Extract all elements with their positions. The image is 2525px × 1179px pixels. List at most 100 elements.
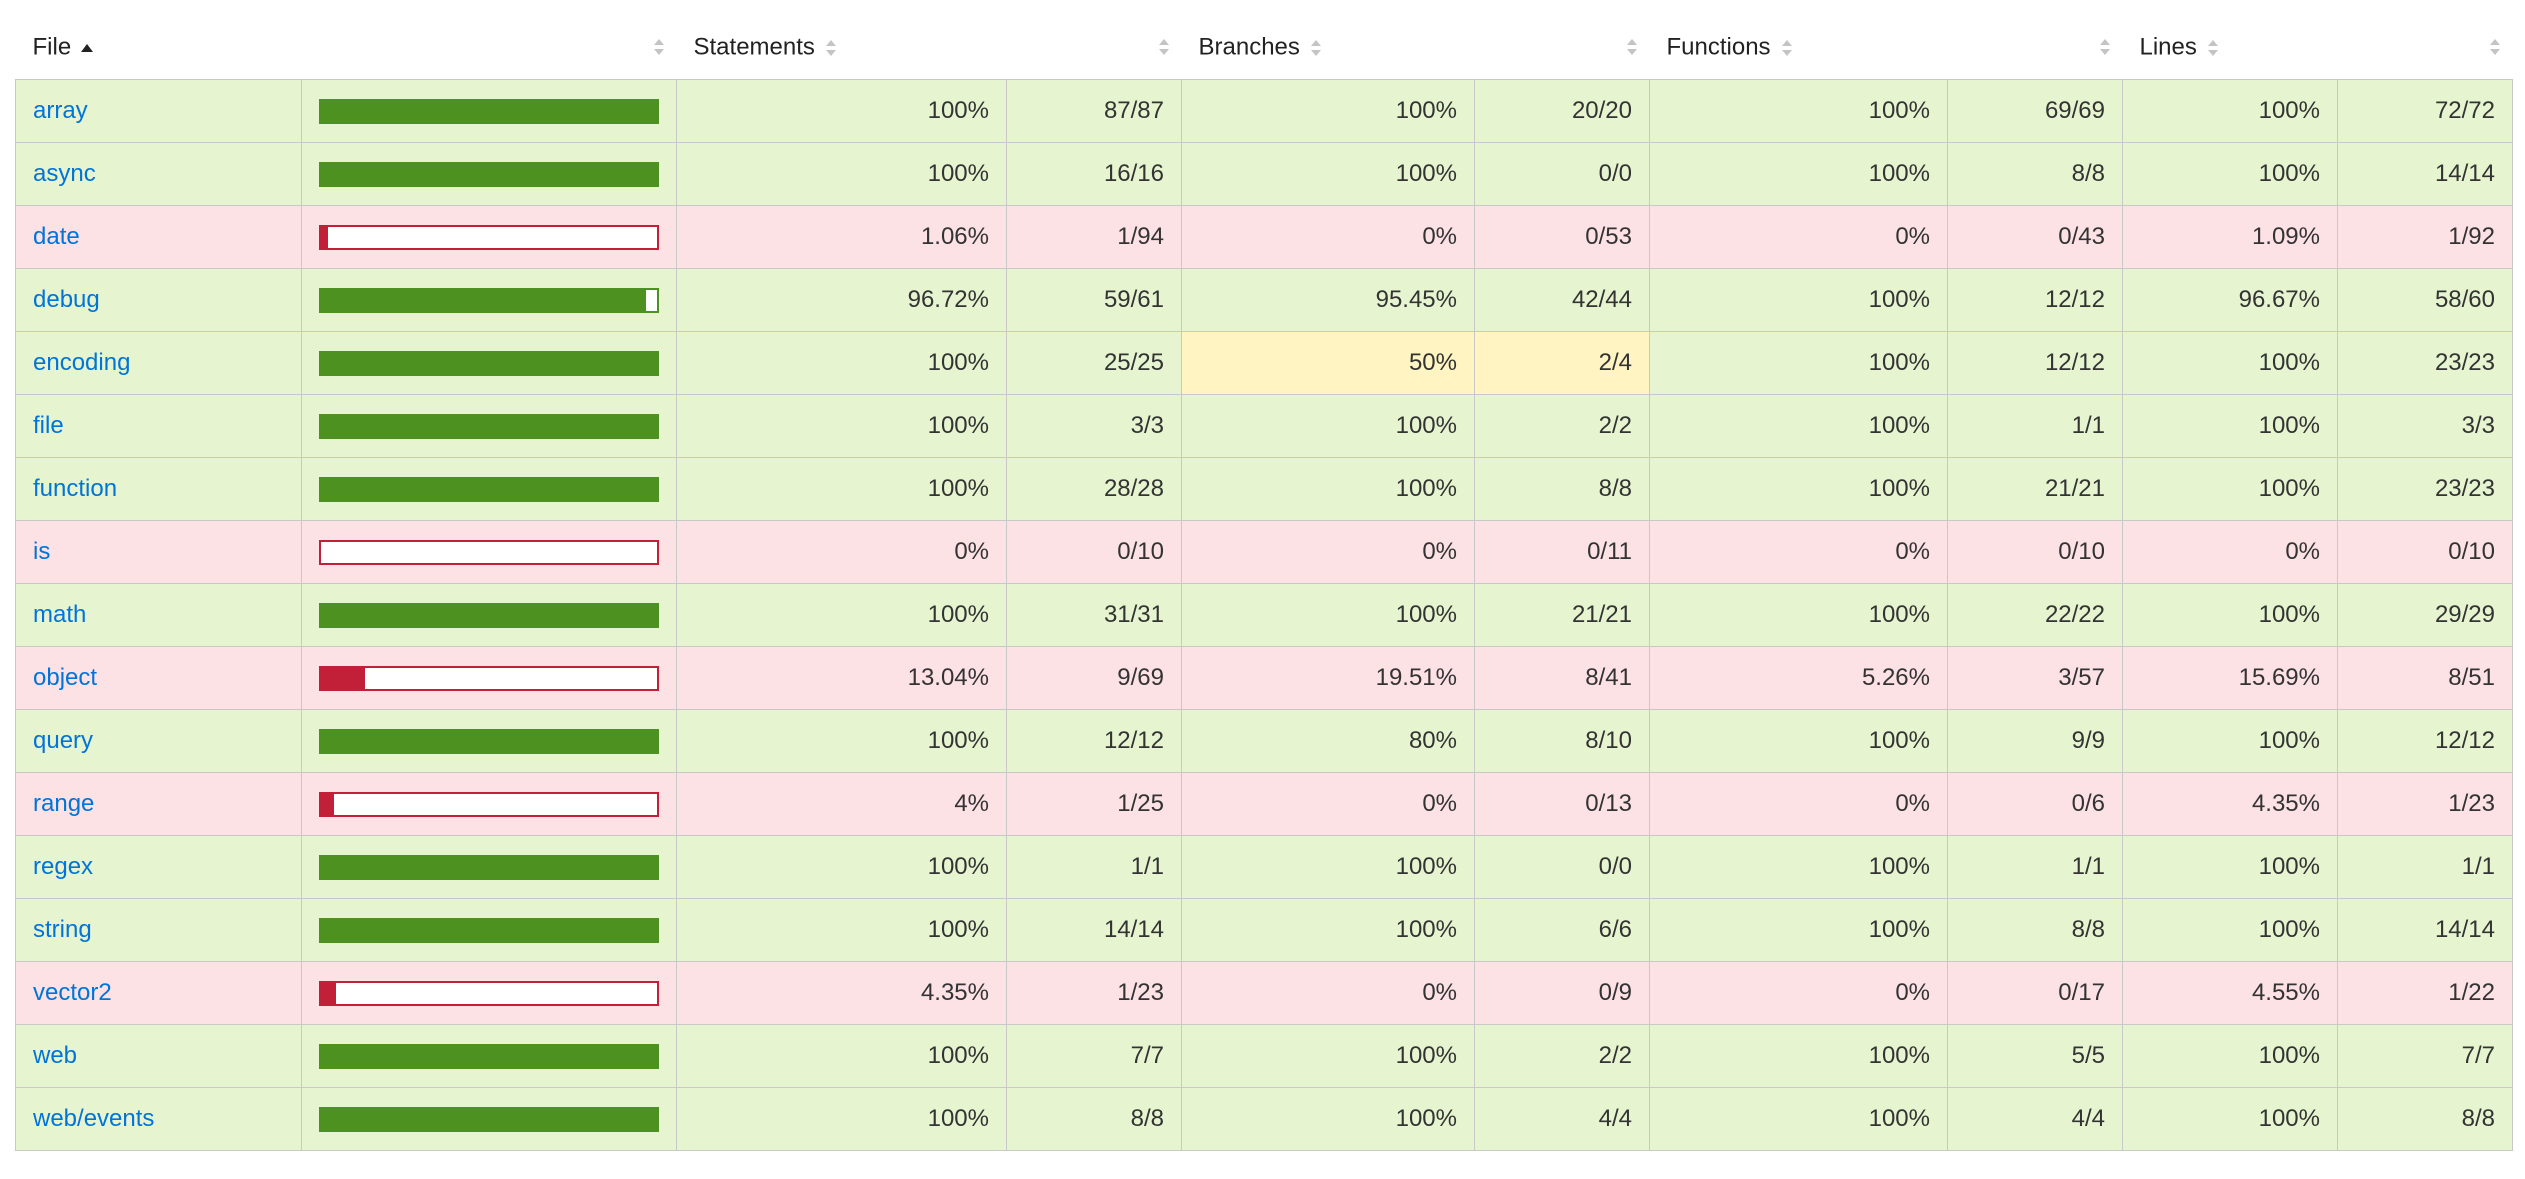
file-link[interactable]: web <box>33 1042 78 1069</box>
statements-percent-cell: 100% <box>676 142 1007 206</box>
lines-percent-cell: 100% <box>2122 142 2338 206</box>
coverage-bar <box>319 665 659 691</box>
branches-count-cell: 0/13 <box>1474 772 1650 836</box>
functions-count-cell: 0/43 <box>1947 205 2123 269</box>
coverage-bar-cell <box>301 583 677 647</box>
statements-count-cell: 87/87 <box>1006 79 1182 143</box>
coverage-bar-cell <box>301 268 677 332</box>
sort-both-icon[interactable] <box>2489 38 2501 56</box>
statements-percent-cell: 100% <box>676 79 1007 143</box>
sort-both-icon[interactable] <box>1158 38 1170 56</box>
coverage-bar <box>319 224 659 250</box>
coverage-bar-fill <box>321 352 657 374</box>
file-column-header[interactable]: File <box>15 16 302 80</box>
functions-count-cell: 21/21 <box>1947 457 2123 521</box>
file-link[interactable]: is <box>33 538 51 565</box>
bar-column-header[interactable] <box>301 16 677 80</box>
functions-count-cell: 0/17 <box>1947 961 2123 1025</box>
lines-count-cell: 8/51 <box>2337 646 2513 710</box>
statements-column-header[interactable]: Statements <box>676 16 1007 80</box>
coverage-bar <box>319 980 659 1006</box>
coverage-bar-fill <box>321 478 657 500</box>
branches-count-cell: 8/8 <box>1474 457 1650 521</box>
branches-percent-cell: 0% <box>1181 961 1475 1025</box>
file-link[interactable]: function <box>33 475 118 502</box>
sort-both-icon[interactable] <box>653 38 665 56</box>
file-link[interactable]: object <box>33 664 98 691</box>
lines-percent-cell: 1.09% <box>2122 205 2338 269</box>
coverage-bar-fill <box>321 163 657 185</box>
coverage-bar-cell <box>301 142 677 206</box>
sort-both-icon[interactable] <box>1781 39 1793 57</box>
file-link[interactable]: date <box>33 223 80 250</box>
branches-percent-cell: 100% <box>1181 1024 1475 1088</box>
statements-count-cell: 31/31 <box>1006 583 1182 647</box>
coverage-table-body: array 100% 87/87 100% 20/20 100% 69/69 100% 72/7… <box>15 79 2513 1151</box>
functions-percent-cell: 100% <box>1649 268 1948 332</box>
lines-count-cell: 7/7 <box>2337 1024 2513 1088</box>
statements-percent-cell: 100% <box>676 583 1007 647</box>
functions-percent-cell: 100% <box>1649 583 1948 647</box>
file-cell: range <box>15 772 302 836</box>
table-row: query 100% 12/12 80% 8/10 100% 9/9 100% 12/12 <box>15 709 2513 773</box>
functions-percent-cell: 100% <box>1649 835 1948 899</box>
file-link[interactable]: range <box>33 790 95 817</box>
file-link[interactable]: array <box>33 97 88 124</box>
sort-both-icon[interactable] <box>825 39 837 57</box>
lines-count-cell: 1/92 <box>2337 205 2513 269</box>
statements-count-column-header[interactable] <box>1006 16 1182 80</box>
sort-both-icon[interactable] <box>1310 39 1322 57</box>
coverage-bar <box>319 413 659 439</box>
lines-column-header[interactable]: Lines <box>2122 16 2338 80</box>
coverage-bar-cell <box>301 1087 677 1151</box>
functions-percent-cell: 0% <box>1649 961 1948 1025</box>
file-link[interactable]: file <box>33 412 64 439</box>
file-link[interactable]: vector2 <box>33 979 112 1006</box>
statements-percent-cell: 100% <box>676 709 1007 773</box>
table-row: vector2 4.35% 1/23 0% 0/9 0% 0/17 4.55% 1/22 <box>15 961 2513 1025</box>
branches-percent-cell: 100% <box>1181 583 1475 647</box>
sort-ascending-icon[interactable] <box>81 43 95 53</box>
branches-count-cell: 2/4 <box>1474 331 1650 395</box>
table-row: web 100% 7/7 100% 2/2 100% 5/5 100% 7/7 <box>15 1024 2513 1088</box>
branches-percent-cell: 0% <box>1181 520 1475 584</box>
branches-count-column-header[interactable] <box>1474 16 1650 80</box>
sort-both-icon[interactable] <box>1626 38 1638 56</box>
functions-percent-cell: 100% <box>1649 79 1948 143</box>
table-row: object 13.04% 9/69 19.51% 8/41 5.26% 3/57 15.69… <box>15 646 2513 710</box>
sort-both-icon[interactable] <box>2099 38 2111 56</box>
sort-both-icon[interactable] <box>2207 39 2219 57</box>
table-row: array 100% 87/87 100% 20/20 100% 69/69 100% 72/7… <box>15 79 2513 143</box>
file-link[interactable]: regex <box>33 853 94 880</box>
file-link[interactable]: web/events <box>33 1105 155 1132</box>
branches-percent-cell: 95.45% <box>1181 268 1475 332</box>
file-link[interactable]: string <box>33 916 92 943</box>
file-link[interactable]: async <box>33 160 96 187</box>
lines-percent-cell: 100% <box>2122 898 2338 962</box>
coverage-bar-fill <box>321 100 657 122</box>
statements-count-cell: 1/23 <box>1006 961 1182 1025</box>
functions-count-column-header[interactable] <box>1947 16 2123 80</box>
lines-percent-cell: 100% <box>2122 1087 2338 1151</box>
functions-percent-cell: 100% <box>1649 709 1948 773</box>
file-link[interactable]: debug <box>33 286 100 313</box>
coverage-bar-fill <box>321 226 328 248</box>
branches-percent-cell: 100% <box>1181 142 1475 206</box>
statements-percent-cell: 100% <box>676 835 1007 899</box>
coverage-bar-fill <box>321 667 365 689</box>
branches-count-cell: 6/6 <box>1474 898 1650 962</box>
file-cell: debug <box>15 268 302 332</box>
file-link[interactable]: query <box>33 727 94 754</box>
branches-column-header[interactable]: Branches <box>1181 16 1475 80</box>
functions-column-header[interactable]: Functions <box>1649 16 1948 80</box>
lines-count-column-header[interactable] <box>2337 16 2513 80</box>
coverage-bar-cell <box>301 205 677 269</box>
statements-count-cell: 1/94 <box>1006 205 1182 269</box>
coverage-bar-fill <box>321 856 657 878</box>
file-link[interactable]: math <box>33 601 87 628</box>
functions-count-cell: 1/1 <box>1947 835 2123 899</box>
file-cell: is <box>15 520 302 584</box>
coverage-bar <box>319 854 659 880</box>
branches-percent-cell: 19.51% <box>1181 646 1475 710</box>
file-link[interactable]: encoding <box>33 349 131 376</box>
